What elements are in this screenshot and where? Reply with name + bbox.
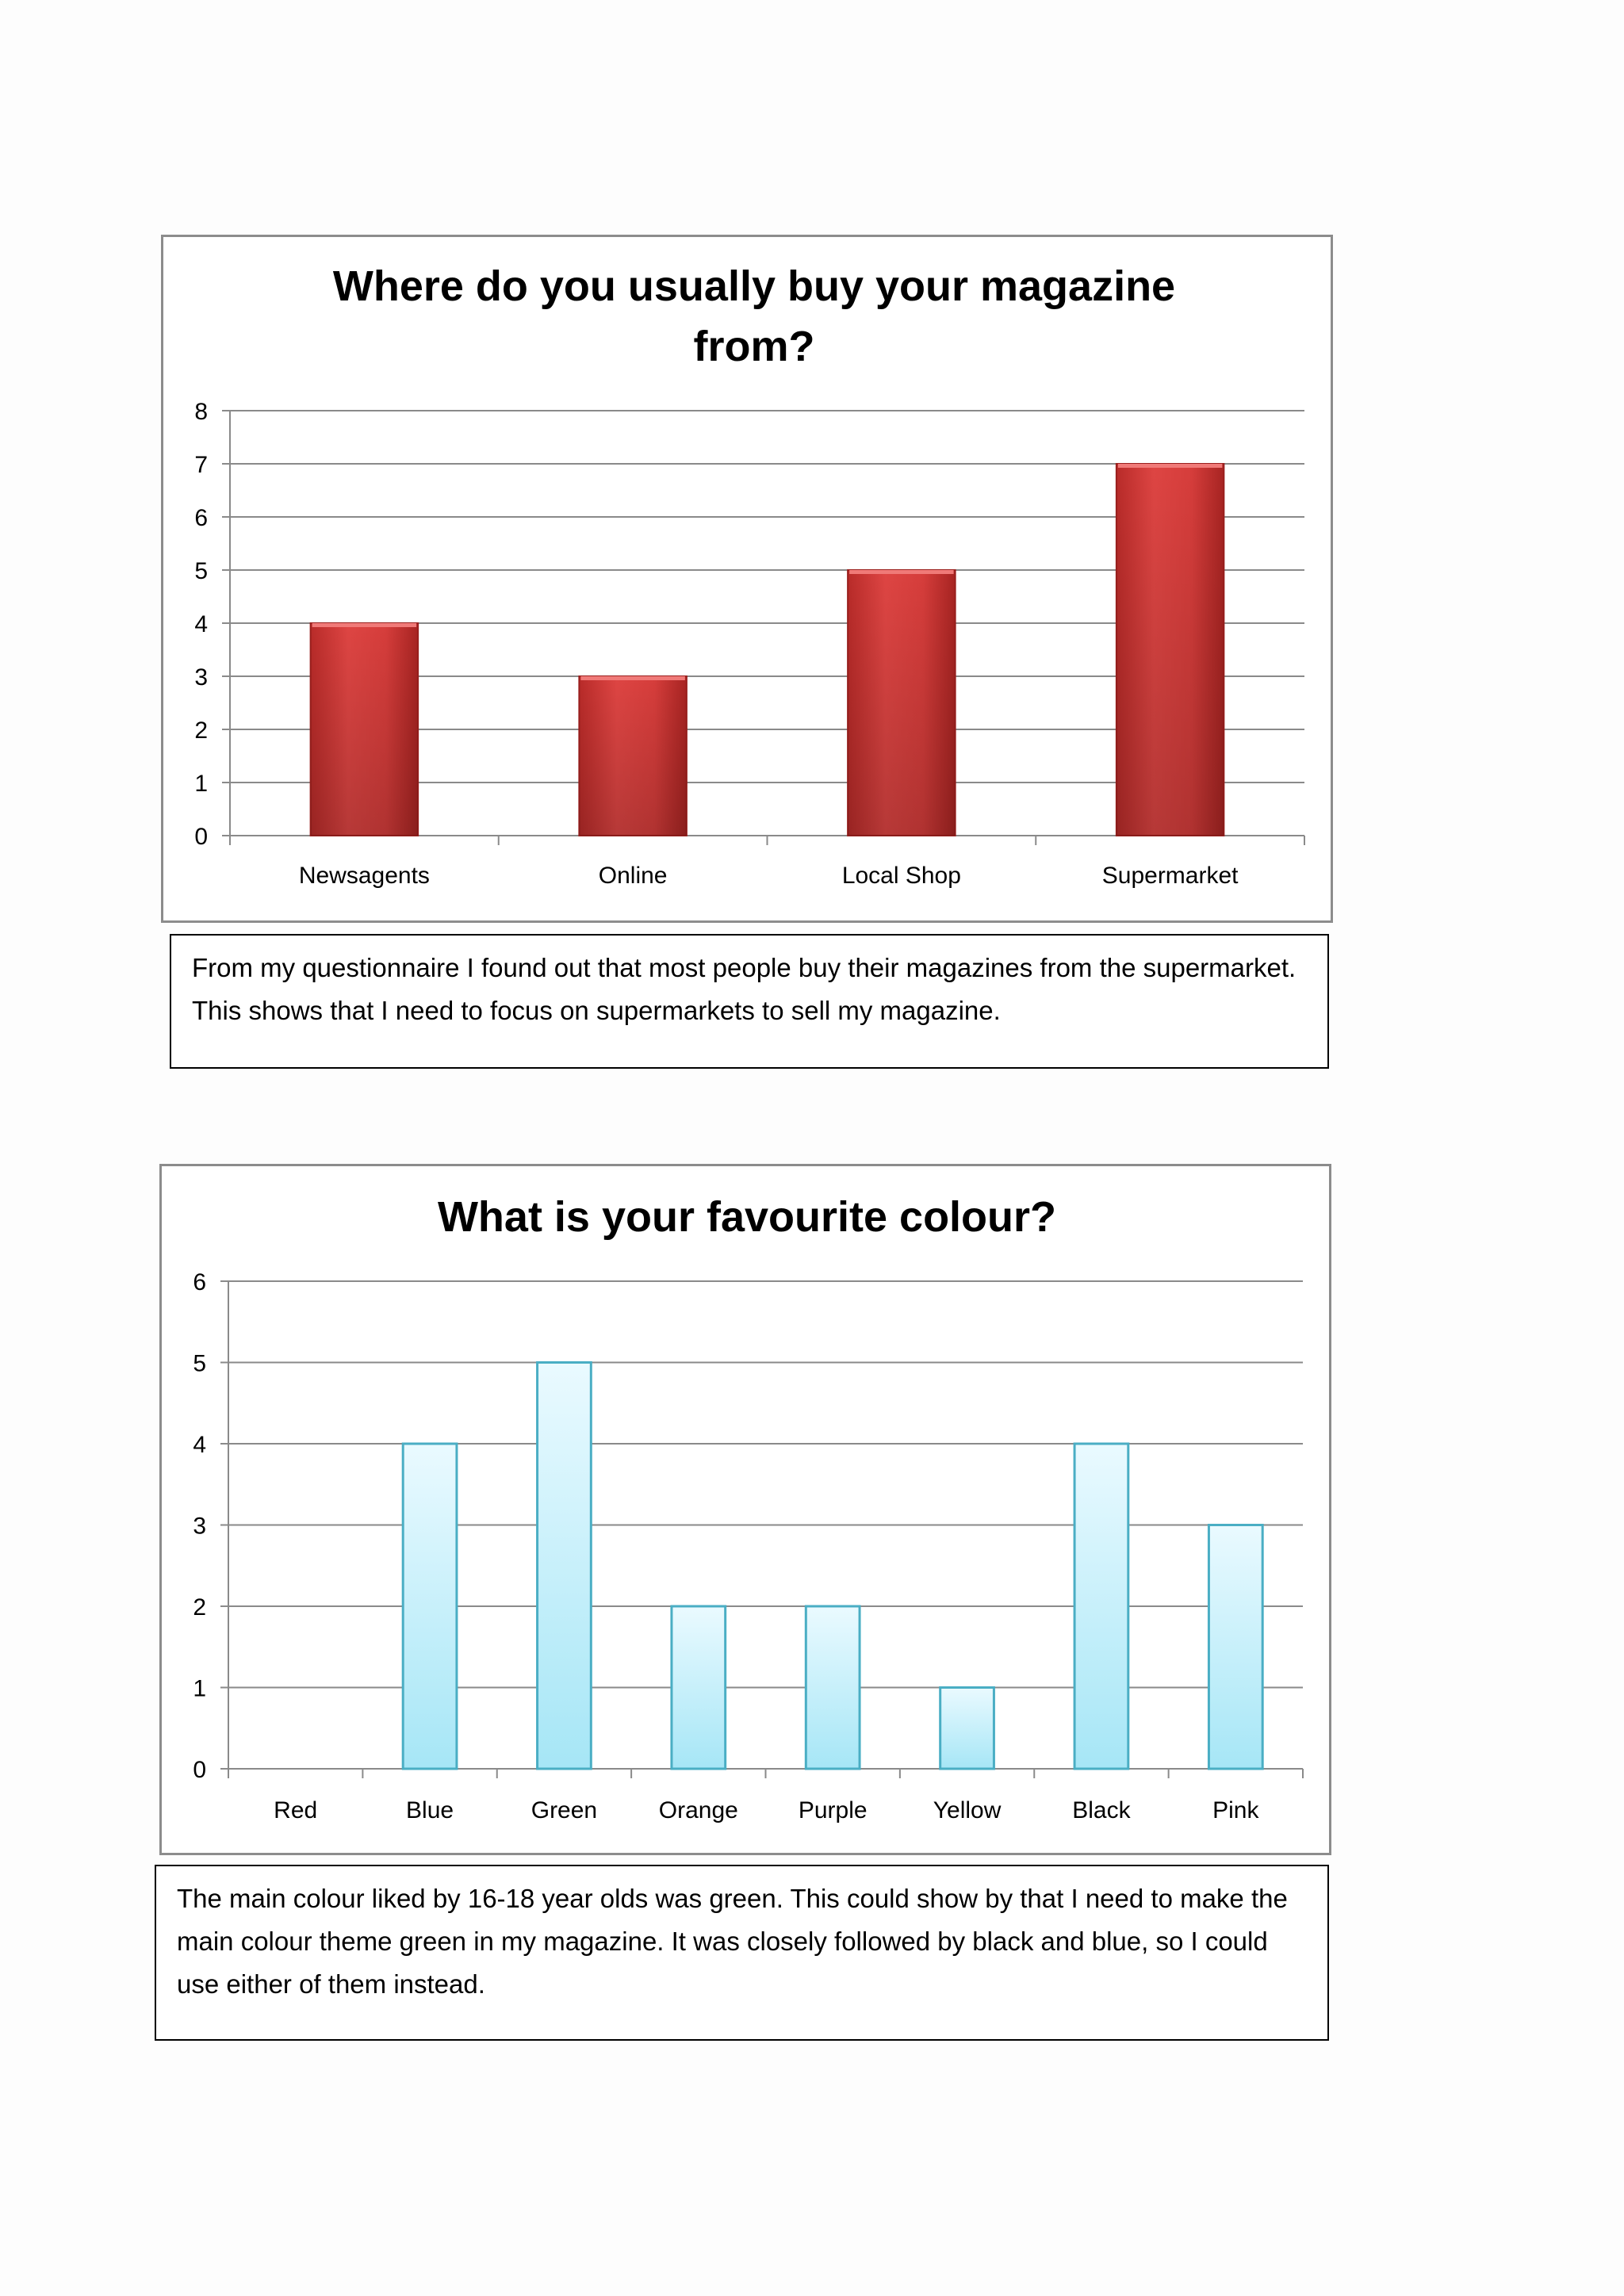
bar-black: [1073, 1442, 1130, 1770]
bar-yellow: [939, 1686, 995, 1770]
y-tick-label: 3: [194, 664, 208, 691]
x-tick-label: Red: [274, 1797, 317, 1823]
bar-pink: [1207, 1524, 1264, 1770]
bars: [309, 463, 1225, 836]
chart-favourite-colour: What is your favourite colour? 0 1 2 3 4 5 6 Re…: [159, 1164, 1331, 1855]
y-tick-label: 0: [194, 824, 208, 850]
x-tick-label: Blue: [406, 1797, 454, 1823]
y-tick-label: 8: [194, 399, 208, 425]
bar-purple: [804, 1605, 861, 1770]
note-text: From my questionnaire I found out that m…: [192, 953, 1297, 1025]
bar-orange: [670, 1605, 727, 1770]
chart-magazine-purchase-svg: Where do you usually buy your magazine fr…: [194, 262, 1305, 889]
y-tick-label: 7: [194, 452, 208, 478]
y-tick-label: 5: [194, 558, 208, 584]
bar-highlight: [312, 623, 417, 627]
y-tick-label: 1: [193, 1676, 206, 1702]
x-tick-label: Newsagents: [299, 863, 430, 889]
bar-shade: [848, 570, 956, 836]
y-tick-label: 6: [193, 1269, 206, 1295]
bar-highlight: [1117, 464, 1223, 468]
axes: [220, 1280, 1304, 1778]
bar-highlight: [580, 676, 685, 680]
axis-labels: 0 1 2 3 4 5 6 7 8 Newsagents Online Local Shop Super…: [194, 399, 1239, 889]
bar-shade: [310, 623, 419, 836]
y-tick-label: 4: [193, 1432, 206, 1458]
x-tick-label: Yellow: [933, 1797, 1002, 1823]
bar-blue: [401, 1442, 458, 1770]
x-tick-label: Purple: [799, 1797, 868, 1823]
axis-labels: 0 1 2 3 4 5 6 Red Blue Green Orange Purple Yellow Bla…: [193, 1269, 1259, 1823]
chart-title-line: Where do you usually buy your magazine: [333, 262, 1175, 310]
x-tick-label: Pink: [1212, 1797, 1259, 1823]
note-purchase-location: From my questionnaire I found out that m…: [170, 934, 1329, 1069]
x-tick-label: Black: [1072, 1797, 1131, 1823]
bars: [401, 1361, 1264, 1770]
chart-favourite-colour-svg: What is your favourite colour? 0 1 2 3 4 5 6 Re…: [193, 1193, 1304, 1823]
note-favourite-colour: The main colour liked by 16-18 year olds…: [155, 1865, 1329, 2041]
y-tick-label: 1: [194, 771, 208, 797]
chart-title-line: from?: [694, 323, 815, 370]
y-tick-label: 0: [193, 1757, 206, 1783]
x-tick-label: Supermarket: [1102, 863, 1239, 889]
bar-shade: [1116, 464, 1224, 836]
y-tick-label: 2: [193, 1594, 206, 1621]
y-tick-label: 2: [194, 718, 208, 744]
bar-green: [536, 1361, 592, 1770]
note-text: The main colour liked by 16-18 year olds…: [177, 1884, 1288, 1999]
chart-title-line: What is your favourite colour?: [438, 1193, 1056, 1241]
chart-magazine-purchase-location: Where do you usually buy your magazine fr…: [161, 235, 1333, 923]
x-tick-label: Local Shop: [842, 863, 961, 889]
y-tick-label: 4: [194, 611, 208, 637]
bar-shade: [579, 676, 687, 836]
chart-title: Where do you usually buy your magazine fr…: [333, 262, 1175, 370]
x-tick-label: Green: [531, 1797, 597, 1823]
chart-title: What is your favourite colour?: [438, 1193, 1056, 1241]
x-tick-label: Orange: [659, 1797, 738, 1823]
bar-highlight: [849, 570, 954, 574]
y-tick-label: 6: [194, 505, 208, 531]
grid-lines: [228, 1280, 1303, 1689]
y-tick-label: 3: [193, 1513, 206, 1540]
x-tick-label: Online: [599, 863, 668, 889]
y-tick-label: 5: [193, 1351, 206, 1377]
